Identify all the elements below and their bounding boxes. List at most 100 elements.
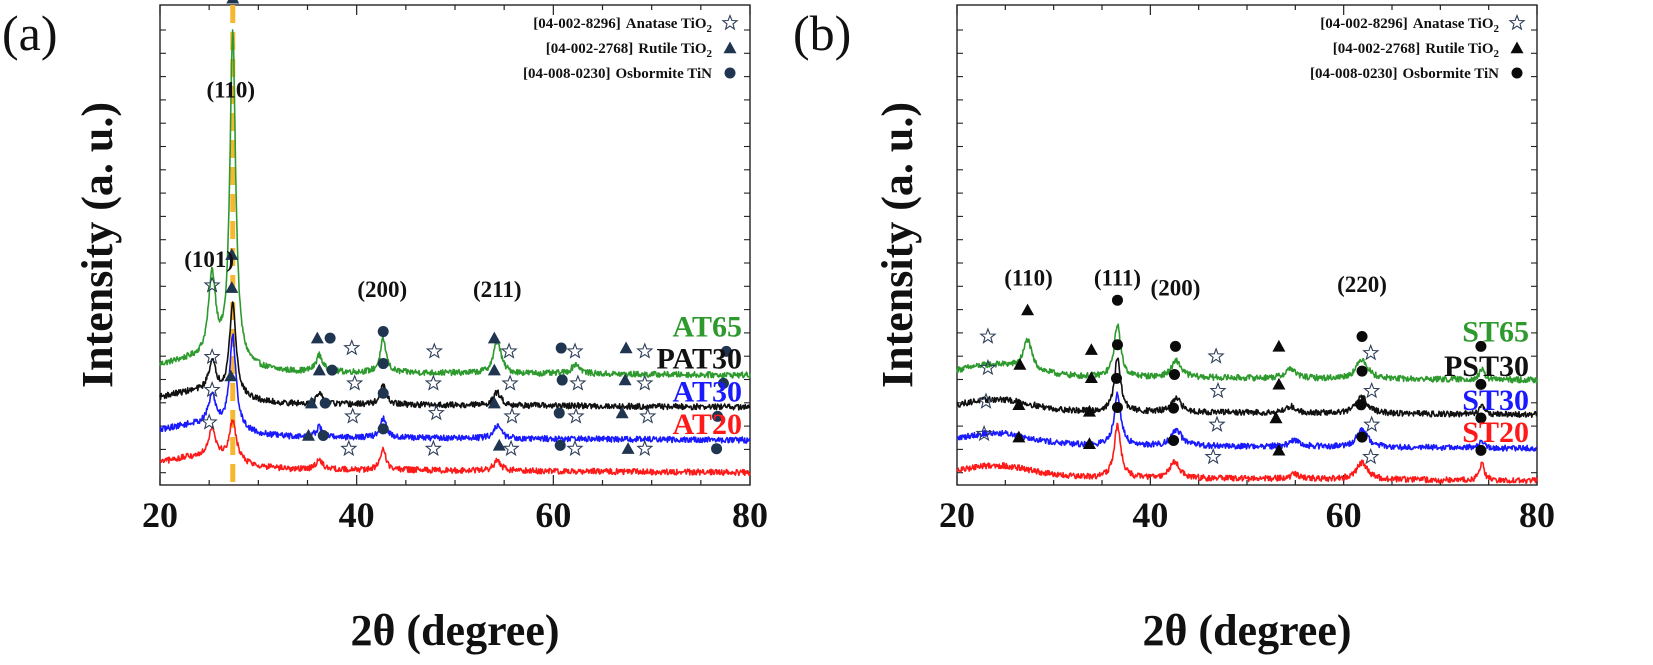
- phase-marker-circle: [1356, 365, 1368, 377]
- phase-marker-star: [427, 404, 445, 421]
- phase-marker-star: [340, 439, 358, 457]
- panel-b-y-axis-title: Intensity (a. u.): [873, 102, 922, 388]
- phase-marker-circle: [1111, 294, 1123, 306]
- phase-marker-star: [1209, 381, 1227, 399]
- sample-label-at65: AT65: [673, 311, 742, 344]
- legend-triangle-icon: [723, 41, 737, 54]
- phase-marker-star: [1362, 343, 1380, 361]
- miller-index-label: (200): [357, 277, 407, 302]
- phase-marker-star: [639, 407, 657, 424]
- phase-marker-triangle: [1084, 371, 1098, 383]
- panel-a-x-tick-label: 80: [732, 495, 768, 535]
- legend-star-icon: [1508, 13, 1526, 31]
- phase-marker-star: [636, 374, 654, 391]
- phase-marker-triangle: [1084, 343, 1098, 355]
- trace-pat30: [159, 301, 751, 411]
- legend-triangle-icon: [1510, 41, 1524, 54]
- phase-marker-star: [569, 374, 587, 391]
- phase-marker-star: [344, 407, 362, 424]
- phase-marker-star: [1204, 447, 1222, 465]
- phase-marker-triangle: [621, 442, 635, 454]
- legend-subscript: 2: [707, 48, 713, 60]
- phase-marker-circle: [1169, 368, 1180, 380]
- phase-marker-triangle: [312, 363, 326, 376]
- legend-entry-label: [04-008-0230] Osbormite TiN: [1310, 66, 1499, 82]
- legend-entry-label: [04-008-0230] Osbormite TiN: [523, 66, 712, 82]
- phase-marker-circle: [1475, 340, 1487, 352]
- phase-marker-circle: [1111, 401, 1123, 413]
- phase-marker-star: [1207, 347, 1225, 364]
- phase-marker-triangle: [1269, 411, 1283, 424]
- phase-marker-star: [346, 374, 364, 391]
- sample-label-st30: ST30: [1462, 384, 1529, 417]
- legend-ref-code: [04-008-0230]: [1310, 66, 1397, 82]
- phase-marker-star: [203, 276, 221, 293]
- phase-marker-triangle: [225, 248, 239, 260]
- legend-ref-code: [04-002-8296]: [1320, 16, 1407, 32]
- legend-ref-code: [04-008-0230]: [523, 66, 610, 82]
- phase-marker-star: [502, 439, 520, 457]
- xrd-panel-a: (a) Intensity (a. u.) 2θ (degree) 20 40 60…: [2, 0, 768, 655]
- panel-a-legend: [04-002-8296] Anatase TiO2[04-002-2768] Ru…: [523, 13, 739, 82]
- miller-index-label: (211): [473, 277, 522, 302]
- phase-marker-circle: [326, 364, 338, 376]
- phase-marker-triangle: [487, 331, 501, 344]
- panel-a-x-axis-title: 2θ (degree): [350, 606, 559, 655]
- panel-b-x-tick-label: 40: [1132, 495, 1168, 535]
- phase-marker-star: [425, 342, 444, 359]
- phase-marker-star: [203, 347, 221, 365]
- legend-ref-code: [04-002-8296]: [533, 16, 620, 32]
- phase-marker-triangle: [1272, 339, 1286, 352]
- sample-label-st20: ST20: [1462, 416, 1529, 449]
- sample-label-pst30: PST30: [1444, 350, 1529, 383]
- legend-phase-name: Anatase TiO: [626, 16, 707, 32]
- phase-marker-circle: [1168, 434, 1180, 446]
- trace-st30: [956, 391, 1538, 452]
- phase-marker-circle: [324, 332, 336, 344]
- phase-marker-triangle: [310, 331, 324, 344]
- legend-circle-icon: [724, 67, 736, 79]
- sample-label-at20: AT20: [673, 408, 742, 441]
- phase-marker-triangle: [304, 396, 318, 409]
- phase-marker-star: [636, 439, 654, 457]
- phase-marker-circle: [1356, 431, 1368, 443]
- legend-ref-code: [04-002-2768]: [546, 41, 633, 57]
- phase-marker-circle: [1475, 444, 1487, 456]
- phase-marker-circle: [556, 374, 568, 386]
- miller-index-label: (111): [1094, 265, 1141, 290]
- phase-marker-triangle: [1012, 430, 1026, 443]
- legend-phase-name: Osbormite TiN: [1402, 66, 1499, 82]
- sample-label-at30: AT30: [673, 376, 742, 409]
- phase-marker-triangle: [225, 281, 239, 293]
- phase-marker-triangle: [1082, 404, 1096, 417]
- trace-pst30: [956, 357, 1538, 418]
- phase-marker-star: [979, 358, 997, 376]
- phase-marker-circle: [555, 342, 567, 354]
- legend-ref-code: [04-002-2768]: [1333, 41, 1420, 57]
- legend-subscript: 2: [1494, 23, 1500, 35]
- miller-index-label: (220): [1337, 272, 1387, 297]
- trace-at65: [159, 29, 751, 379]
- phase-marker-triangle: [487, 363, 501, 376]
- trace-st20: [956, 422, 1538, 484]
- phase-marker-circle: [554, 439, 566, 451]
- sample-label-st65: ST65: [1462, 315, 1529, 348]
- phase-marker-triangle: [1272, 443, 1286, 456]
- phase-marker-circle: [1355, 399, 1367, 411]
- sample-label-pat30: PAT30: [656, 343, 742, 376]
- panel-b-label: (b): [793, 5, 851, 61]
- phase-marker-circle: [1111, 339, 1123, 351]
- phase-marker-triangle: [618, 373, 632, 386]
- phase-marker-circle: [377, 326, 389, 338]
- panel-a-x-tick-label: 20: [142, 495, 178, 535]
- phase-marker-star: [567, 407, 585, 424]
- phase-marker-triangle: [1082, 437, 1096, 449]
- phase-marker-circle: [377, 358, 389, 370]
- legend-subscript: 2: [707, 23, 713, 35]
- legend-subscript: 2: [1494, 48, 1500, 60]
- phase-marker-star: [503, 407, 521, 424]
- phase-marker-star: [566, 439, 584, 457]
- legend-star-icon: [721, 13, 739, 31]
